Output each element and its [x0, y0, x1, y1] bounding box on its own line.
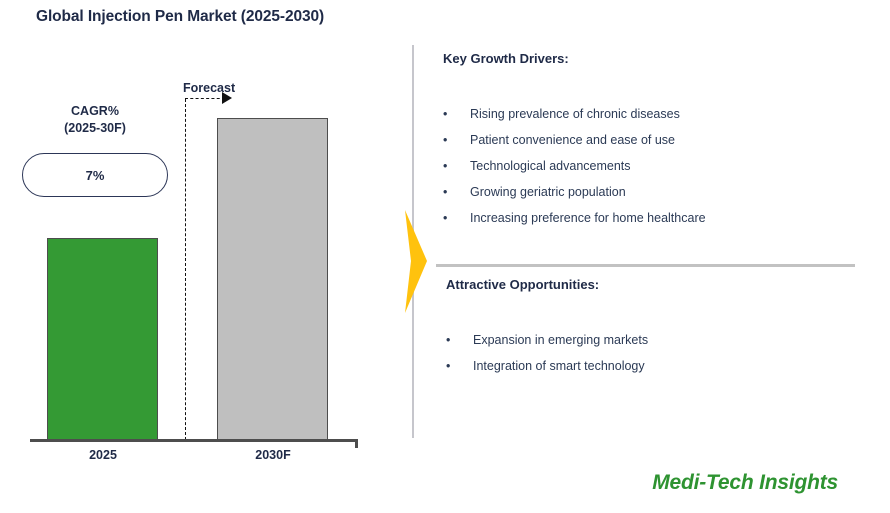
insights-panel: Key Growth Drivers: • Rising prevalence …	[400, 0, 890, 513]
list-item: • Integration of smart technology	[446, 353, 648, 379]
bar-2025	[47, 238, 158, 440]
cagr-label: CAGR% (2025-30F)	[20, 103, 170, 137]
list-item-label: Patient convenience and ease of use	[470, 133, 676, 147]
cagr-label-line2: (2025-30F)	[64, 121, 126, 135]
list-item-label: Expansion in emerging markets	[473, 333, 649, 347]
list-item-label: Technological advancements	[470, 159, 631, 173]
cagr-value-pill: 7%	[22, 153, 168, 197]
chart-panel: Global Injection Pen Market (2025-2030) …	[0, 0, 400, 513]
list-item: • Patient convenience and ease of use	[443, 127, 706, 153]
bullet-icon: •	[443, 133, 448, 147]
list-item-label: Increasing preference for home healthcar…	[470, 211, 706, 225]
forecast-arrow-line	[185, 98, 225, 99]
forecast-label: Forecast	[183, 81, 236, 95]
yellow-arrow-icon	[405, 210, 427, 313]
key-growth-drivers-heading: Key Growth Drivers:	[443, 51, 569, 66]
list-item-label: Integration of smart technology	[473, 359, 645, 373]
panel-horizontal-divider	[436, 264, 855, 267]
list-item: • Growing geriatric population	[443, 179, 706, 205]
brand-logo: Medi-Tech Insights	[652, 471, 838, 494]
list-item: • Increasing preference for home healthc…	[443, 205, 706, 231]
list-item: • Technological advancements	[443, 153, 706, 179]
cagr-label-line1: CAGR%	[71, 104, 119, 118]
forecast-divider-line	[185, 99, 186, 440]
bar-2030f	[217, 118, 328, 440]
bullet-icon: •	[443, 211, 448, 225]
cagr-value: 7%	[85, 167, 105, 183]
list-item: • Rising prevalence of chronic diseases	[443, 101, 706, 127]
bullet-icon: •	[443, 185, 448, 199]
attractive-opportunities-heading: Attractive Opportunities:	[446, 277, 600, 292]
list-item-label: Growing geriatric population	[470, 185, 626, 199]
x-axis-label-2030f: 2030F	[255, 448, 291, 462]
bullet-icon: •	[443, 159, 448, 173]
x-axis-line	[30, 439, 358, 442]
key-growth-drivers-list: • Rising prevalence of chronic diseases …	[443, 101, 706, 231]
attractive-opportunities-list: • Expansion in emerging markets • Integr…	[446, 327, 648, 379]
forecast-arrow-icon	[222, 92, 232, 104]
bullet-icon: •	[443, 107, 448, 121]
page-title: Global Injection Pen Market (2025-2030)	[36, 8, 325, 25]
list-item-label: Rising prevalence of chronic diseases	[470, 107, 680, 121]
bullet-icon: •	[446, 359, 451, 373]
x-axis-label-2025: 2025	[89, 448, 117, 462]
list-item: • Expansion in emerging markets	[446, 327, 648, 353]
bullet-icon: •	[446, 333, 451, 347]
x-axis-end-tick	[355, 439, 358, 448]
